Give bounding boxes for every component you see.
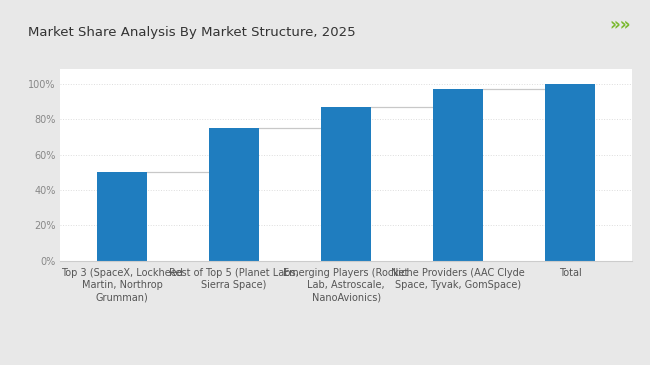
Text: »»: »» xyxy=(609,16,630,34)
Text: Market Share Analysis By Market Structure, 2025: Market Share Analysis By Market Structur… xyxy=(28,26,356,39)
Bar xyxy=(433,89,484,261)
Bar xyxy=(545,84,595,261)
Bar xyxy=(209,128,259,261)
Bar xyxy=(321,107,371,261)
Bar xyxy=(97,172,148,261)
